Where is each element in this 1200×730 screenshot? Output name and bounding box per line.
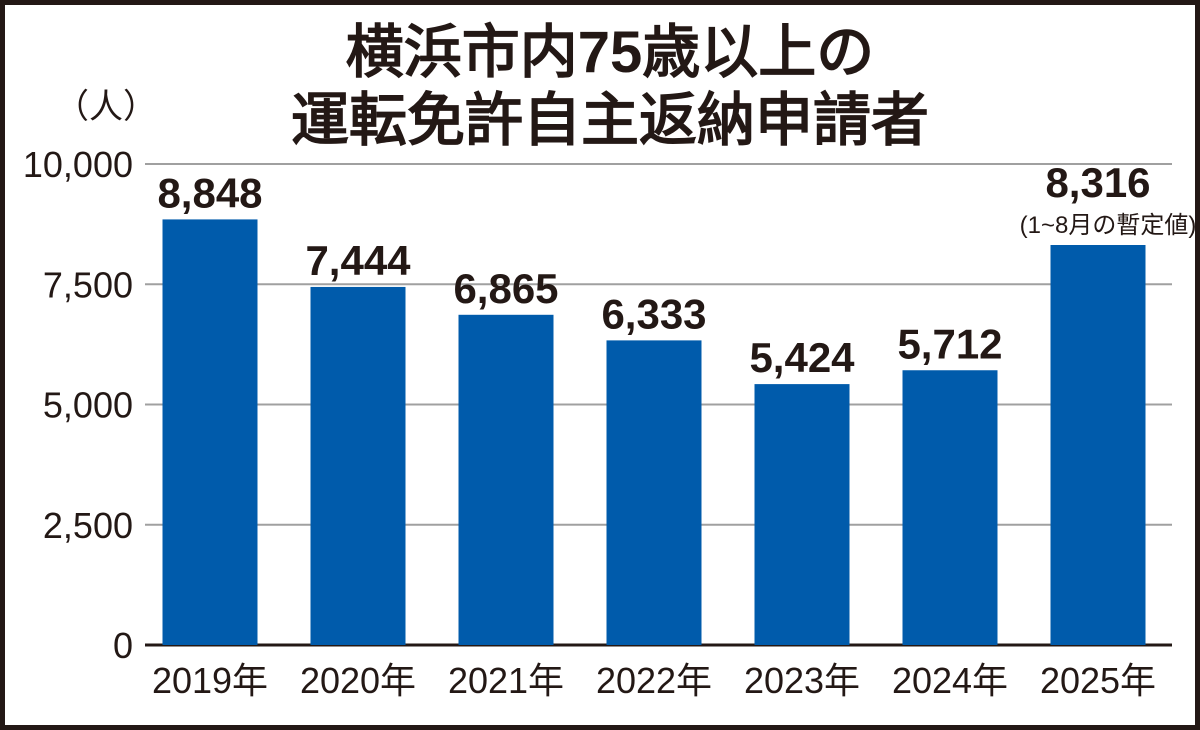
data-label: 8,848: [157, 169, 262, 216]
x-tick-label: 2022年: [596, 660, 712, 701]
bar: [1050, 245, 1146, 645]
x-tick-label: 2021年: [448, 660, 564, 701]
data-label: 6,865: [453, 265, 558, 312]
bar: [754, 384, 850, 645]
x-tick-label: 2019年: [152, 660, 268, 701]
bar: [310, 286, 406, 645]
chart-title-line-2: 運転免許自主返納申請者: [291, 88, 929, 153]
bar: [458, 314, 554, 645]
y-tick-label: 10,000: [23, 144, 133, 185]
x-tick-label: 2020年: [300, 660, 416, 701]
data-label: 5,424: [749, 334, 855, 381]
chart-title-line-1: 横浜市内75歳以上の: [346, 20, 875, 85]
y-axis-unit-label: （人）: [55, 88, 157, 126]
data-label: 6,333: [601, 290, 706, 337]
data-label: 7,444: [305, 237, 411, 284]
x-tick-label: 2024年: [892, 660, 1008, 701]
y-tick-label: 2,500: [43, 505, 133, 546]
x-tick-label: 2025年: [1040, 660, 1156, 701]
data-label: 8,316: [1045, 159, 1150, 206]
bar: [606, 340, 702, 645]
annotation-provisional: (1~8月の暫定値): [1020, 212, 1197, 239]
x-tick-label: 2023年: [744, 660, 860, 701]
data-label: 5,712: [897, 320, 1002, 367]
bar: [902, 370, 998, 645]
y-tick-label: 0: [113, 625, 133, 666]
bar: [162, 219, 258, 645]
y-tick-label: 5,000: [43, 385, 133, 426]
y-tick-label: 7,500: [43, 264, 133, 305]
